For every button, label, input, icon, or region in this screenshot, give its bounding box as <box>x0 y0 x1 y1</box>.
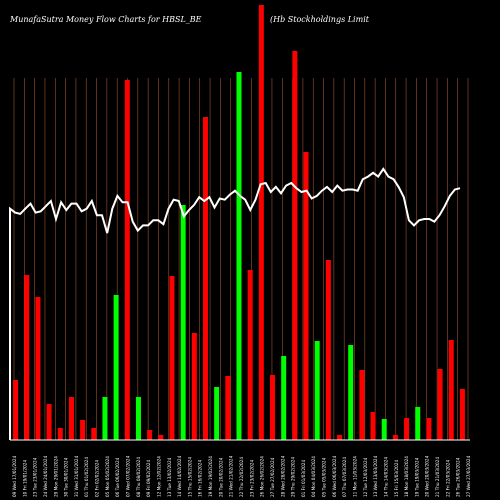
x-tick-label: 06 Wed 06/03/2024 <box>332 455 337 497</box>
x-tick-label: 15 Fri 15/03/2024 <box>394 460 399 497</box>
x-tick-label: 29 Thu 29/02/2024 <box>291 457 296 497</box>
x-tick-label: 05 Tue 05/03/2024 <box>322 457 327 497</box>
bar-39 <box>448 340 454 440</box>
bar-16 <box>191 333 197 440</box>
x-tick-label: 07 Thu 07/03/2024 <box>342 457 347 497</box>
x-tick-label: 01 Thu 01/02/2024 <box>84 457 89 497</box>
x-tick-label: 22 Fri 22/03/2024 <box>445 460 450 497</box>
bar-15 <box>180 205 186 440</box>
bar-23 <box>270 375 276 440</box>
x-tick-label: 08 Thu 08/02/2024 <box>136 457 141 497</box>
x-tick-label: 21 Wed 21/02/2024 <box>229 455 234 497</box>
bar-4 <box>57 428 63 440</box>
x-tick-label: 15 Thu 15/02/2024 <box>187 457 192 497</box>
bar-11 <box>135 397 141 440</box>
x-tick-label: 13 Wed 13/03/2024 <box>373 455 378 497</box>
bar-13 <box>158 435 164 440</box>
x-tick-label: 11 Mon 11/03/2024 <box>353 456 358 497</box>
bar-18 <box>214 387 220 440</box>
x-tick-label: 02 Fri 02/02/2024 <box>95 460 100 497</box>
money-flow-line <box>9 167 461 440</box>
bar-9 <box>113 295 119 440</box>
bar-17 <box>202 117 208 440</box>
x-tick-label: 24 Wed 24/01/2024 <box>43 455 48 497</box>
x-tick-label: 14 Wed 14/02/2024 <box>177 455 182 497</box>
bar-30 <box>348 345 354 440</box>
bar-32 <box>370 412 376 440</box>
x-tick-label: 26 Mon 26/02/2024 <box>260 456 265 497</box>
bar-21 <box>247 270 253 440</box>
line-layer <box>9 167 461 440</box>
bar-38 <box>437 369 443 440</box>
x-tick-label: 10 Fri 19/01/2024 <box>22 460 27 497</box>
x-tick-label: 12 Tue 12/03/2024 <box>363 457 368 497</box>
bar-22 <box>258 5 264 440</box>
x-tick-label: 19 Tue 19/03/2024 <box>414 457 419 497</box>
bar-24 <box>281 356 287 440</box>
bar-1 <box>24 275 30 440</box>
bar-40 <box>459 389 465 440</box>
x-tick-label: 27 Wed 27/03/2024 <box>466 455 471 497</box>
bar-2 <box>35 297 41 440</box>
x-tick-label: 23 Tue 23/01/2024 <box>33 457 38 497</box>
bar-26 <box>303 152 309 440</box>
bar-7 <box>91 428 97 440</box>
bar-36 <box>415 407 421 440</box>
bar-0 <box>13 380 19 440</box>
x-tick-label: 07 Wed 07/02/2024 <box>126 455 131 497</box>
tick-layer: 09 Wed 17/01/2024 10 Fri 19/01/2024 23 Tue… <box>12 455 471 497</box>
x-tick-label: 13 Tue 13/02/2024 <box>167 457 172 497</box>
x-tick-label: 22 Thu 22/02/2024 <box>239 457 244 497</box>
bar-27 <box>314 341 320 440</box>
bar-layer <box>13 5 465 440</box>
x-tick-label: 12 Mon 12/02/2024 <box>156 456 161 497</box>
x-tick-label: 06 Tue 06/02/2024 <box>115 457 120 497</box>
bar-34 <box>392 435 398 440</box>
bar-8 <box>102 397 108 440</box>
bar-10 <box>124 80 130 440</box>
x-tick-label: 28 Wed 28/02/2024 <box>280 455 285 497</box>
bar-37 <box>426 418 432 440</box>
bar-6 <box>80 420 86 440</box>
x-tick-label: 29 Mon 29/01/2024 <box>53 456 58 497</box>
x-tick-label: 16 Fri 16/02/2024 <box>198 460 203 497</box>
x-tick-label: 01 Fri 01/03/2024 <box>301 460 306 497</box>
bar-29 <box>337 435 343 440</box>
bar-12 <box>147 430 153 440</box>
x-tick-label: 19 Mon 19/02/2024 <box>208 456 213 497</box>
bar-20 <box>236 72 242 440</box>
bar-35 <box>404 418 410 440</box>
bar-19 <box>225 376 231 440</box>
x-tick-label: 18 Mon 18/03/2024 <box>404 456 409 497</box>
x-tick-label: 09 Fri 09/02/2024 <box>146 460 151 497</box>
x-tick-label: 09 Wed 17/01/2024 <box>12 455 17 497</box>
bar-31 <box>359 370 365 440</box>
bar-14 <box>169 276 175 440</box>
chart-title-left: MunafaSutra Money Flow Charts for HBSL_B… <box>9 15 202 24</box>
x-tick-label: 27 Tue 27/02/2024 <box>270 457 275 497</box>
bar-3 <box>46 404 52 440</box>
x-tick-label: 21 Thu 21/03/2024 <box>435 457 440 497</box>
x-tick-label: 05 Mon 05/02/2024 <box>105 456 110 497</box>
x-tick-label: 26 Tue 26/03/2024 <box>456 457 461 497</box>
x-tick-label: 20 Wed 20/03/2024 <box>425 455 430 497</box>
x-tick-label: 31 Wed 31/01/2024 <box>74 455 79 497</box>
bar-25 <box>292 51 298 440</box>
bar-28 <box>325 260 331 440</box>
x-tick-label: 04 Mon 04/03/2024 <box>311 456 316 497</box>
x-tick-label: 23 Fri 23/02/2024 <box>249 460 254 497</box>
bar-33 <box>381 419 387 440</box>
x-tick-label: 20 Tue 20/02/2024 <box>218 457 223 497</box>
bar-5 <box>68 397 74 440</box>
chart-title-right: (Hb Stockholdings Limit <box>270 15 370 24</box>
x-tick-label: 14 Thu 14/03/2024 <box>383 457 388 497</box>
x-tick-label: 30 Tue 30/01/2024 <box>64 457 69 497</box>
